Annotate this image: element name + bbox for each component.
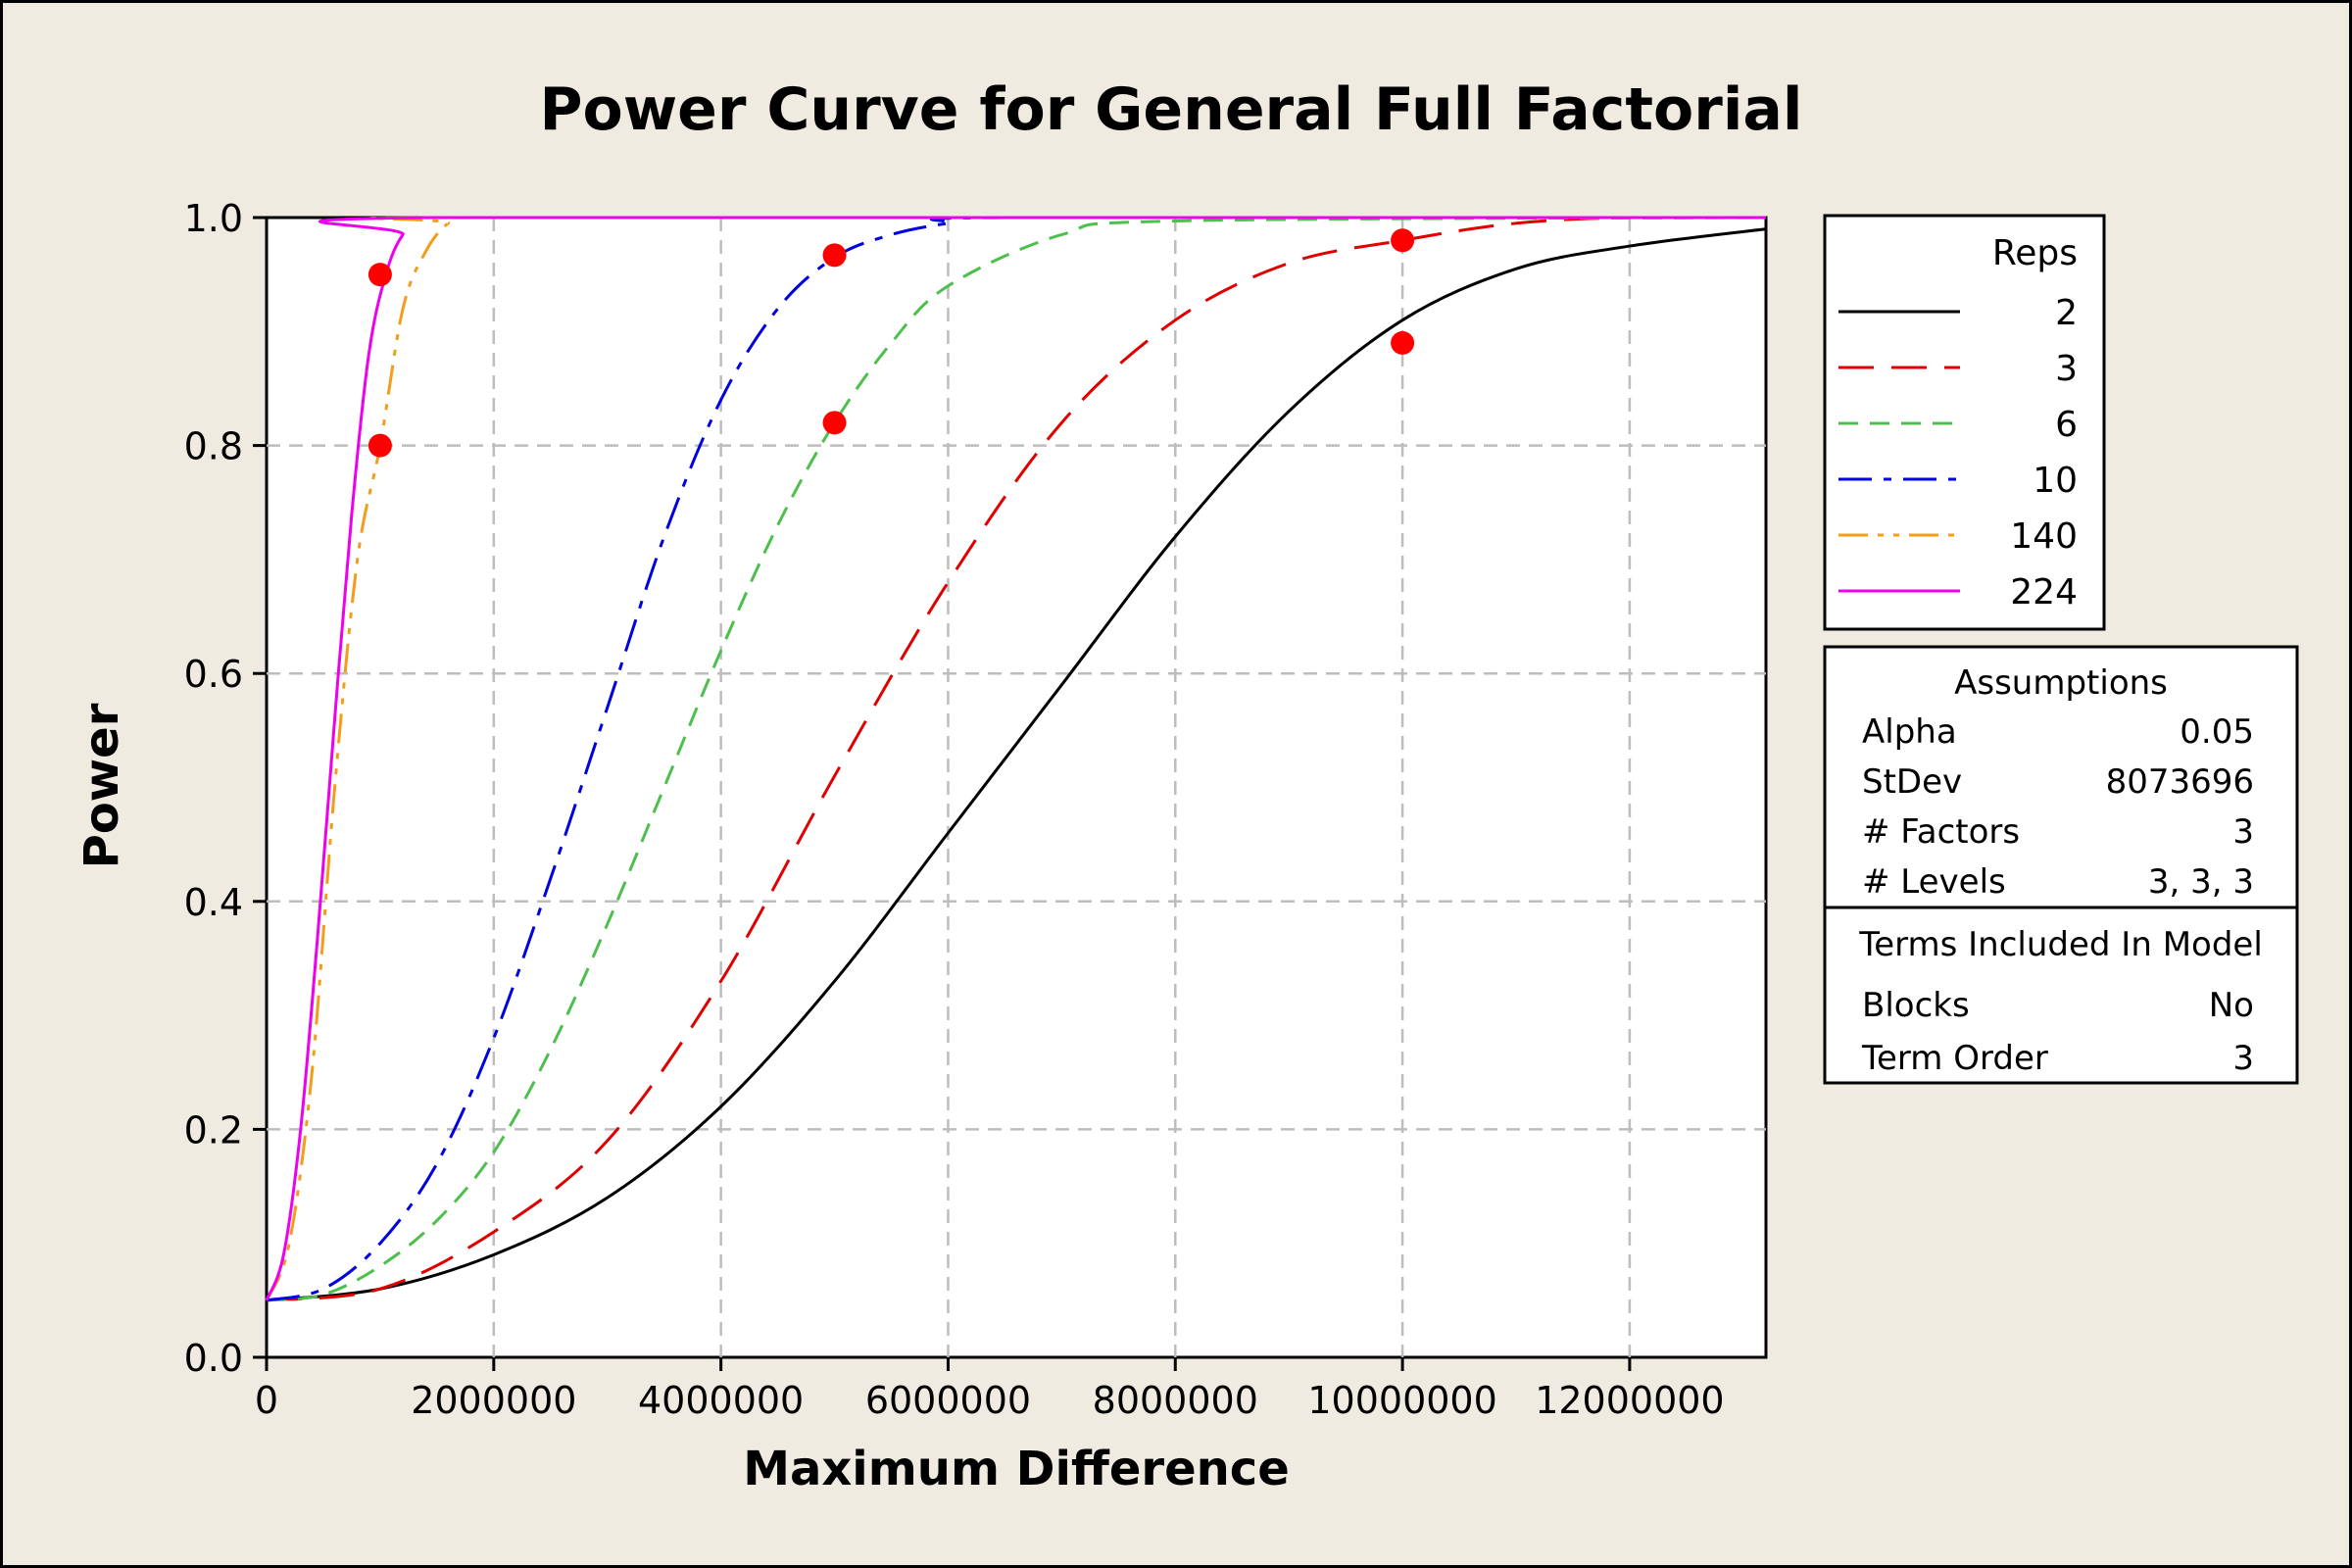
series-line-reps-10 <box>266 216 1766 1302</box>
y-axis-ticks: 0.0 0.2 0.4 0.6 0.8 1.0 <box>184 197 267 1380</box>
legend-label-reps-6: 6 <box>2055 405 2078 445</box>
marker-point <box>368 263 392 287</box>
chart-title: Power Curve for General Full Factorial <box>540 75 1803 144</box>
term-value: No <box>2209 986 2254 1025</box>
series-line-reps-2 <box>266 227 1767 1302</box>
marker-point <box>1391 330 1415 355</box>
x-tick-label: 4000000 <box>638 1379 804 1422</box>
series-lines <box>265 216 1767 1302</box>
assumptions-box <box>1823 645 2299 1085</box>
term-label: Term Order <box>1861 1039 2048 1078</box>
grid-lines <box>267 218 1766 1357</box>
x-tick-label: 2000000 <box>411 1379 576 1422</box>
assumption-label: # Levels <box>1862 862 2006 902</box>
assumption-label: StDev <box>1862 762 1962 802</box>
series-line-reps-224 <box>265 216 1766 1301</box>
legend-label-reps-2: 2 <box>2055 293 2078 333</box>
legend-label-reps-10: 10 <box>2033 461 2078 501</box>
x-tick-label: 10000000 <box>1307 1379 1496 1422</box>
assumptions-title: Assumptions <box>1954 663 2168 703</box>
marker-point <box>1391 228 1415 253</box>
x-axis-ticks: 0 2000000 4000000 6000000 8000000 10000000 120… <box>255 1357 1725 1422</box>
y-axis-label: Power <box>74 703 129 868</box>
legend-entries: 2 3 6 10 140 224 <box>1838 293 2078 612</box>
legend-label-reps-140: 140 <box>2010 516 2078 557</box>
x-axis-label: Maximum Difference <box>743 1442 1290 1496</box>
legend-label-reps-3: 3 <box>2055 349 2078 389</box>
assumption-value: 0.05 <box>2180 712 2254 752</box>
assumption-value: 3, 3, 3 <box>2148 862 2254 902</box>
series-line-reps-6 <box>266 216 1767 1302</box>
assumption-label: # Factors <box>1862 812 2020 852</box>
y-tick-label: 0.8 <box>184 425 243 468</box>
assumption-label: Alpha <box>1862 712 1957 752</box>
terms-rows: Blocks No Term Order 3 <box>1861 986 2254 1078</box>
y-tick-label: 1.0 <box>184 197 243 240</box>
x-tick-label: 0 <box>255 1379 278 1422</box>
assumption-value: 8073696 <box>2106 762 2254 802</box>
marker-points <box>368 228 1415 458</box>
y-tick-label: 0.4 <box>184 881 243 924</box>
legend-title: Reps <box>1992 233 2078 273</box>
plot-area <box>265 216 1768 1359</box>
x-tick-label: 8000000 <box>1093 1379 1258 1422</box>
terms-title: Terms Included In Model <box>1858 925 2263 964</box>
y-tick-label: 0.6 <box>184 653 243 696</box>
x-tick-label: 6000000 <box>865 1379 1031 1422</box>
y-tick-label: 0.0 <box>184 1337 243 1380</box>
term-value: 3 <box>2232 1039 2254 1078</box>
legend-label-reps-224: 224 <box>2010 572 2078 612</box>
marker-point <box>822 411 847 435</box>
marker-point <box>368 433 392 458</box>
y-tick-label: 0.2 <box>184 1108 243 1152</box>
assumptions-rows: Alpha 0.05 StDev 8073696 # Factors 3 # Levels 3… <box>1862 712 2254 902</box>
term-label: Blocks <box>1862 986 1970 1025</box>
marker-point <box>822 243 847 268</box>
x-tick-label: 12000000 <box>1535 1379 1724 1422</box>
series-line-reps-3 <box>266 216 1766 1302</box>
assumption-value: 3 <box>2232 812 2254 852</box>
